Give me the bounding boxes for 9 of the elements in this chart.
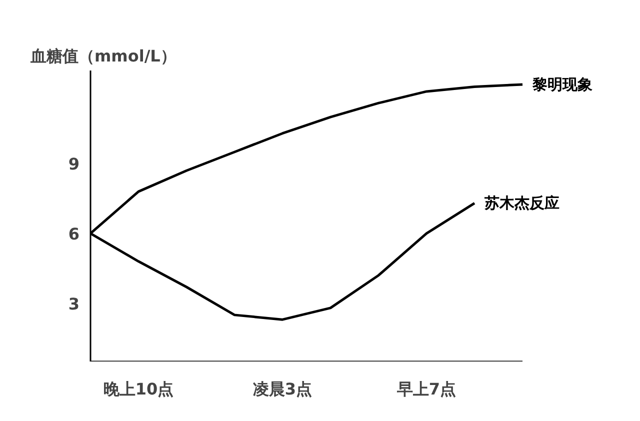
- series-label: 黎明现象: [532, 75, 592, 94]
- x-tick-label: 凌晨3点: [252, 380, 312, 398]
- y-tick-label: 6: [68, 224, 80, 244]
- series-label: 苏木杰反应: [484, 194, 560, 212]
- x-tick-label: 早上7点: [396, 380, 456, 398]
- x-tick-label: 晚上10点: [103, 380, 174, 398]
- y-tick-label: 3: [68, 294, 80, 314]
- y-axis-title: 血糖值（mmol/L）: [30, 46, 176, 66]
- y-tick-label: 9: [68, 154, 80, 174]
